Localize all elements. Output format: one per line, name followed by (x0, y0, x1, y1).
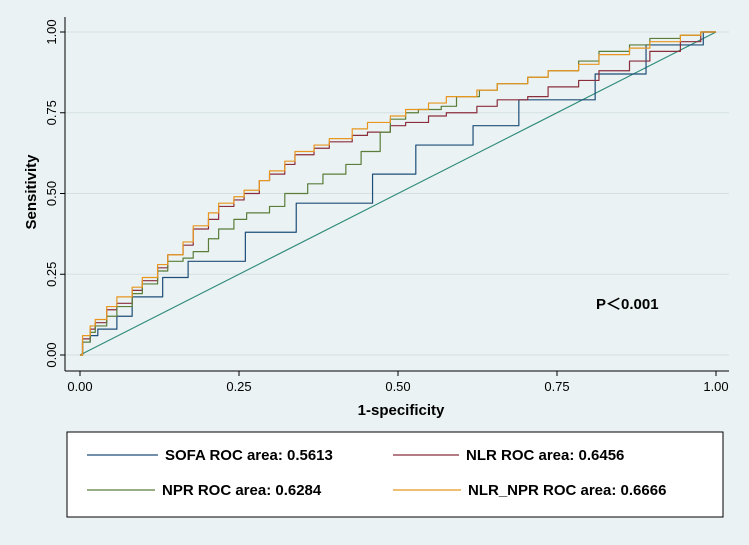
p-value-annotation: P＜0.001 (596, 296, 659, 313)
legend-box (66, 431, 724, 518)
y-axis-title: Sensitivity (23, 154, 40, 230)
x-tick-label-3: 0.75 (544, 379, 569, 394)
y-tick-label-3: 0.75 (44, 100, 59, 125)
y-tick-label-1: 0.25 (44, 262, 59, 287)
reference-diagonal-line (79, 31, 717, 356)
legend-label-nlr: NLR ROC area: 0.6456 (466, 447, 624, 464)
y-tick-label-2: 0.50 (44, 181, 59, 206)
roc-curve-nlr-npr (80, 31, 716, 356)
x-tick-label-4: 1.00 (703, 379, 728, 394)
legend: SOFA ROC area: 0.5613 NLR ROC area: 0.64… (66, 431, 724, 518)
series-layer (79, 31, 717, 356)
axes-layer: 0.00 0.25 0.50 0.75 1.00 0.00 0.25 0.50 0.75 1.00 (44, 17, 729, 394)
legend-label-nlr-npr: NLR_NPR ROC area: 0.6666 (468, 482, 666, 499)
x-tick-label-1: 0.25 (226, 379, 251, 394)
y-tick-label-0: 0.00 (44, 342, 59, 367)
x-tick-label-2: 0.50 (385, 379, 410, 394)
legend-label-sofa: SOFA ROC area: 0.5613 (165, 447, 333, 464)
y-tick-label-4: 1.00 (44, 19, 59, 44)
x-tick-label-0: 0.00 (67, 379, 92, 394)
roc-curve-sofa (80, 31, 716, 356)
x-axis-title: 1-specificity (358, 402, 445, 419)
legend-label-npr: NPR ROC area: 0.6284 (162, 482, 322, 499)
